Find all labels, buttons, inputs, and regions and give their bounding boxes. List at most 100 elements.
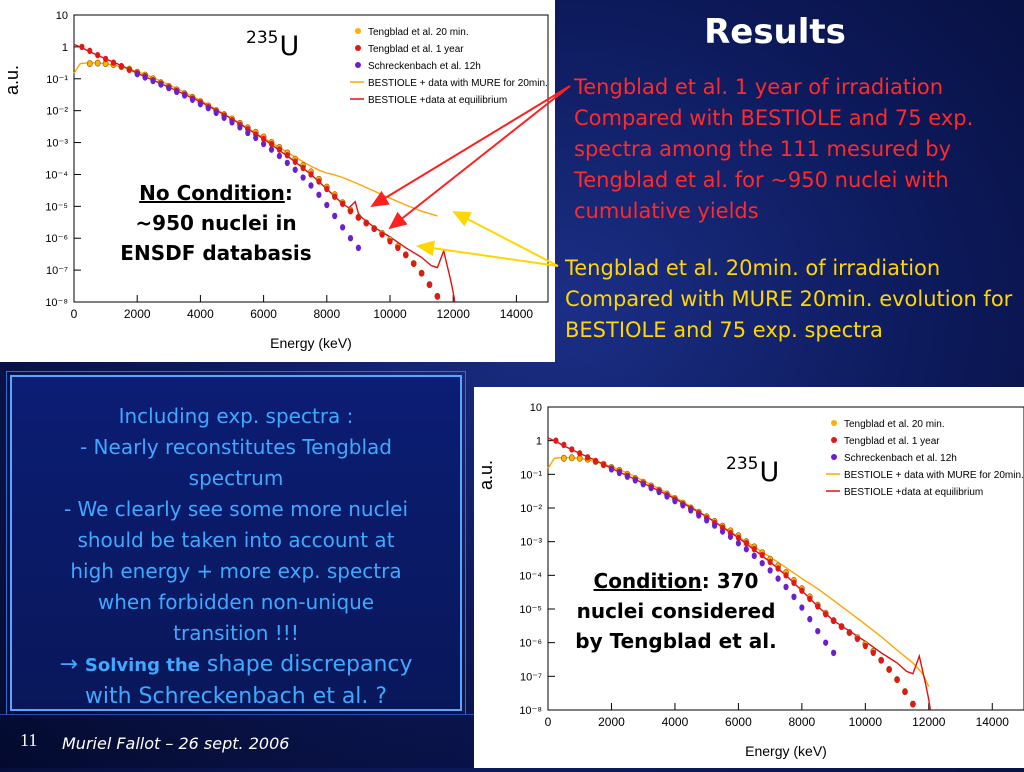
legend-label: BESTIOLE +data at equilibrium bbox=[368, 95, 507, 106]
data-point bbox=[379, 231, 385, 238]
box-line-10: with Schreckenbach et al. ? bbox=[84, 684, 388, 709]
legend-label: BESTIOLE + data with MURE for 20min. bbox=[368, 78, 548, 89]
page-number: 11 bbox=[20, 730, 38, 750]
no-condition-line2: ~950 nuclei in bbox=[135, 211, 297, 235]
data-point bbox=[727, 533, 734, 540]
no-condition-line3: ENSDF databasis bbox=[120, 241, 312, 265]
data-point bbox=[688, 507, 694, 514]
legend-marker bbox=[355, 45, 361, 51]
data-point bbox=[775, 565, 781, 572]
data-point bbox=[347, 235, 354, 242]
y-tick-label: 10⁻¹ bbox=[46, 74, 68, 86]
data-point bbox=[719, 528, 726, 535]
data-point bbox=[560, 454, 567, 462]
data-point bbox=[419, 270, 425, 277]
y-tick-label: 10⁻⁴ bbox=[519, 570, 542, 582]
data-point bbox=[103, 55, 109, 63]
data-point bbox=[616, 469, 622, 477]
data-point bbox=[569, 446, 575, 453]
legend-marker bbox=[831, 454, 837, 460]
data-point bbox=[213, 109, 219, 117]
data-point bbox=[696, 512, 702, 519]
data-point bbox=[862, 642, 868, 650]
legend-marker bbox=[831, 420, 837, 426]
no-condition-note: No Condition: ~950 nuclei in ENSDF datab… bbox=[100, 178, 332, 268]
y-tick-label: 10⁻⁷ bbox=[520, 671, 542, 683]
data-point bbox=[166, 84, 172, 92]
data-point bbox=[229, 119, 235, 126]
box-line-6: high energy + more exp. spectra bbox=[70, 559, 402, 583]
data-point bbox=[324, 185, 330, 193]
x-tick-label: 2000 bbox=[598, 715, 625, 729]
box-line-7: when forbidden non-unique bbox=[97, 590, 375, 614]
y-tick-label: 10⁻⁸ bbox=[45, 297, 68, 309]
box-line-1: Including exp. spectra : bbox=[118, 404, 354, 428]
data-point bbox=[561, 441, 567, 449]
data-point bbox=[791, 593, 797, 601]
data-point bbox=[355, 244, 361, 252]
data-point bbox=[735, 534, 741, 542]
data-point bbox=[332, 212, 338, 220]
box-line-2: - Nearly reconstitutes Tengblad bbox=[79, 435, 393, 459]
data-point bbox=[640, 480, 646, 488]
data-point bbox=[347, 208, 354, 215]
data-point bbox=[791, 579, 797, 587]
data-point bbox=[775, 575, 781, 582]
data-point bbox=[142, 74, 148, 81]
data-point bbox=[189, 96, 196, 103]
y-tick-label: 10⁻⁵ bbox=[45, 201, 68, 213]
y-tick-label: 10⁻² bbox=[520, 503, 542, 515]
data-point bbox=[205, 104, 211, 112]
data-point bbox=[182, 92, 188, 99]
legend-label: BESTIOLE +data at equilibrium bbox=[844, 487, 983, 498]
x-tick-label: 6000 bbox=[725, 715, 752, 729]
data-point bbox=[767, 558, 773, 566]
data-point bbox=[86, 60, 93, 68]
data-point bbox=[743, 545, 749, 553]
x-tick-label: 12000 bbox=[437, 307, 471, 321]
data-point bbox=[94, 59, 101, 67]
data-point bbox=[355, 214, 361, 221]
footer-author: Muriel Fallot – 26 sept. 2006 bbox=[62, 734, 290, 753]
data-point bbox=[411, 260, 417, 267]
data-point bbox=[759, 559, 765, 567]
data-point bbox=[656, 488, 662, 496]
x-tick-label: 4000 bbox=[662, 715, 689, 729]
legend-label: Tengblad et al. 20 min. bbox=[844, 419, 945, 430]
data-point bbox=[316, 178, 322, 185]
x-axis-label: Energy (keV) bbox=[270, 335, 352, 351]
isotope-symbol: U bbox=[279, 31, 300, 62]
x-tick-label: 10000 bbox=[849, 715, 883, 729]
red-annotation: Tengblad et al. 1 year of irradiation Co… bbox=[574, 75, 974, 223]
y-tick-label: 10⁻² bbox=[46, 106, 68, 118]
box-line-3: spectrum bbox=[188, 466, 284, 490]
data-point bbox=[387, 238, 393, 245]
legend-label: Tengblad et al. 1 year bbox=[844, 436, 940, 447]
data-point bbox=[340, 200, 346, 208]
data-point bbox=[704, 517, 710, 524]
y-tick-label: 10⁻¹ bbox=[520, 469, 542, 481]
legend-marker bbox=[355, 28, 361, 34]
data-point bbox=[910, 700, 916, 708]
box-line-5: should be taken into account at bbox=[77, 528, 395, 552]
data-point bbox=[221, 114, 227, 121]
legend-label: Schreckenbach et al. 12h bbox=[368, 61, 481, 72]
chart-bottom-right: 10⁻⁸ 10⁻⁷ 10⁻⁶ 10⁻⁵ 10⁻⁴ 10⁻³ 10⁻² 10⁻¹ 1 10 0 2000… bbox=[474, 387, 1024, 768]
data-point bbox=[600, 461, 607, 469]
no-condition-label: No Condition bbox=[139, 181, 285, 205]
data-point bbox=[823, 639, 829, 646]
condition-line3: by Tengblad et al. bbox=[575, 629, 777, 653]
data-point bbox=[134, 70, 140, 78]
x-tick-label: 10000 bbox=[373, 307, 407, 321]
data-point bbox=[608, 466, 615, 473]
data-point bbox=[95, 51, 101, 59]
data-point bbox=[735, 540, 741, 547]
condition-line2: nuclei considered bbox=[576, 599, 776, 623]
data-point bbox=[783, 583, 789, 591]
data-point bbox=[648, 484, 654, 492]
box-line-4: - We clearly see some more nuclei bbox=[63, 497, 409, 521]
data-point bbox=[751, 552, 757, 560]
data-point bbox=[434, 293, 440, 300]
data-point bbox=[878, 657, 884, 664]
legend-label: Tengblad et al. 20 min. bbox=[368, 27, 469, 38]
